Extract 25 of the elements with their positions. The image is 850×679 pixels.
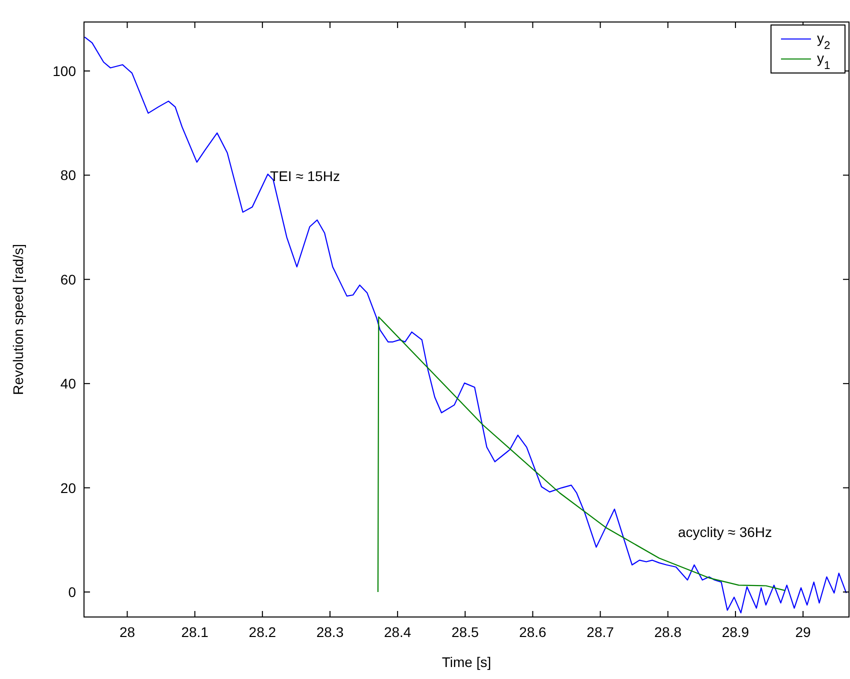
x-tick-label: 28.4 [384,624,412,640]
y-tick-label: 20 [60,480,76,496]
x-tick-label: 28.9 [722,624,750,640]
line-series [84,36,847,614]
annotation: acyclity ≈ 36Hz [678,524,772,540]
annotation: TEI ≈ 15Hz [270,168,340,184]
x-tick-label: 28.3 [316,624,344,640]
legend-label: y$_{1}$ [817,50,830,72]
x-tick-label: 28.1 [181,624,209,640]
x-tick-label: 28.5 [452,624,479,640]
y-tick-label: 40 [60,376,76,392]
line-series [377,316,786,593]
x-tick-label: 29 [795,624,812,640]
x-tick-label: 28 [119,624,136,640]
y-tick-label: 60 [60,271,76,288]
x-tick-label: 28.7 [586,624,614,640]
x-tick-label: 28.2 [248,624,276,640]
y-tick-label: 0 [68,584,76,600]
x-tick-label: 28.6 [519,624,547,640]
y-axis-title: Revolution speed [rad/s] [10,244,26,395]
x-tick-label: 28.8 [654,624,682,640]
x-axis-title: Time [s] [442,654,492,670]
y-tick-label: 100 [52,62,76,79]
legend-label: y$_{2}$ [817,30,830,52]
y-tick-label: 80 [60,167,76,184]
